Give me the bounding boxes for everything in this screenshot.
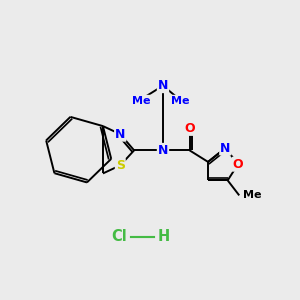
- Text: O: O: [184, 122, 195, 135]
- Text: N: N: [158, 79, 168, 92]
- Text: N: N: [115, 128, 125, 141]
- Text: Me: Me: [132, 96, 150, 106]
- Text: Me: Me: [243, 190, 261, 200]
- Text: S: S: [116, 159, 125, 172]
- Text: Cl: Cl: [111, 230, 127, 244]
- Text: N: N: [220, 142, 230, 154]
- Text: N: N: [158, 144, 168, 157]
- Text: O: O: [233, 158, 243, 171]
- Text: H: H: [158, 230, 170, 244]
- Text: Me: Me: [171, 96, 190, 106]
